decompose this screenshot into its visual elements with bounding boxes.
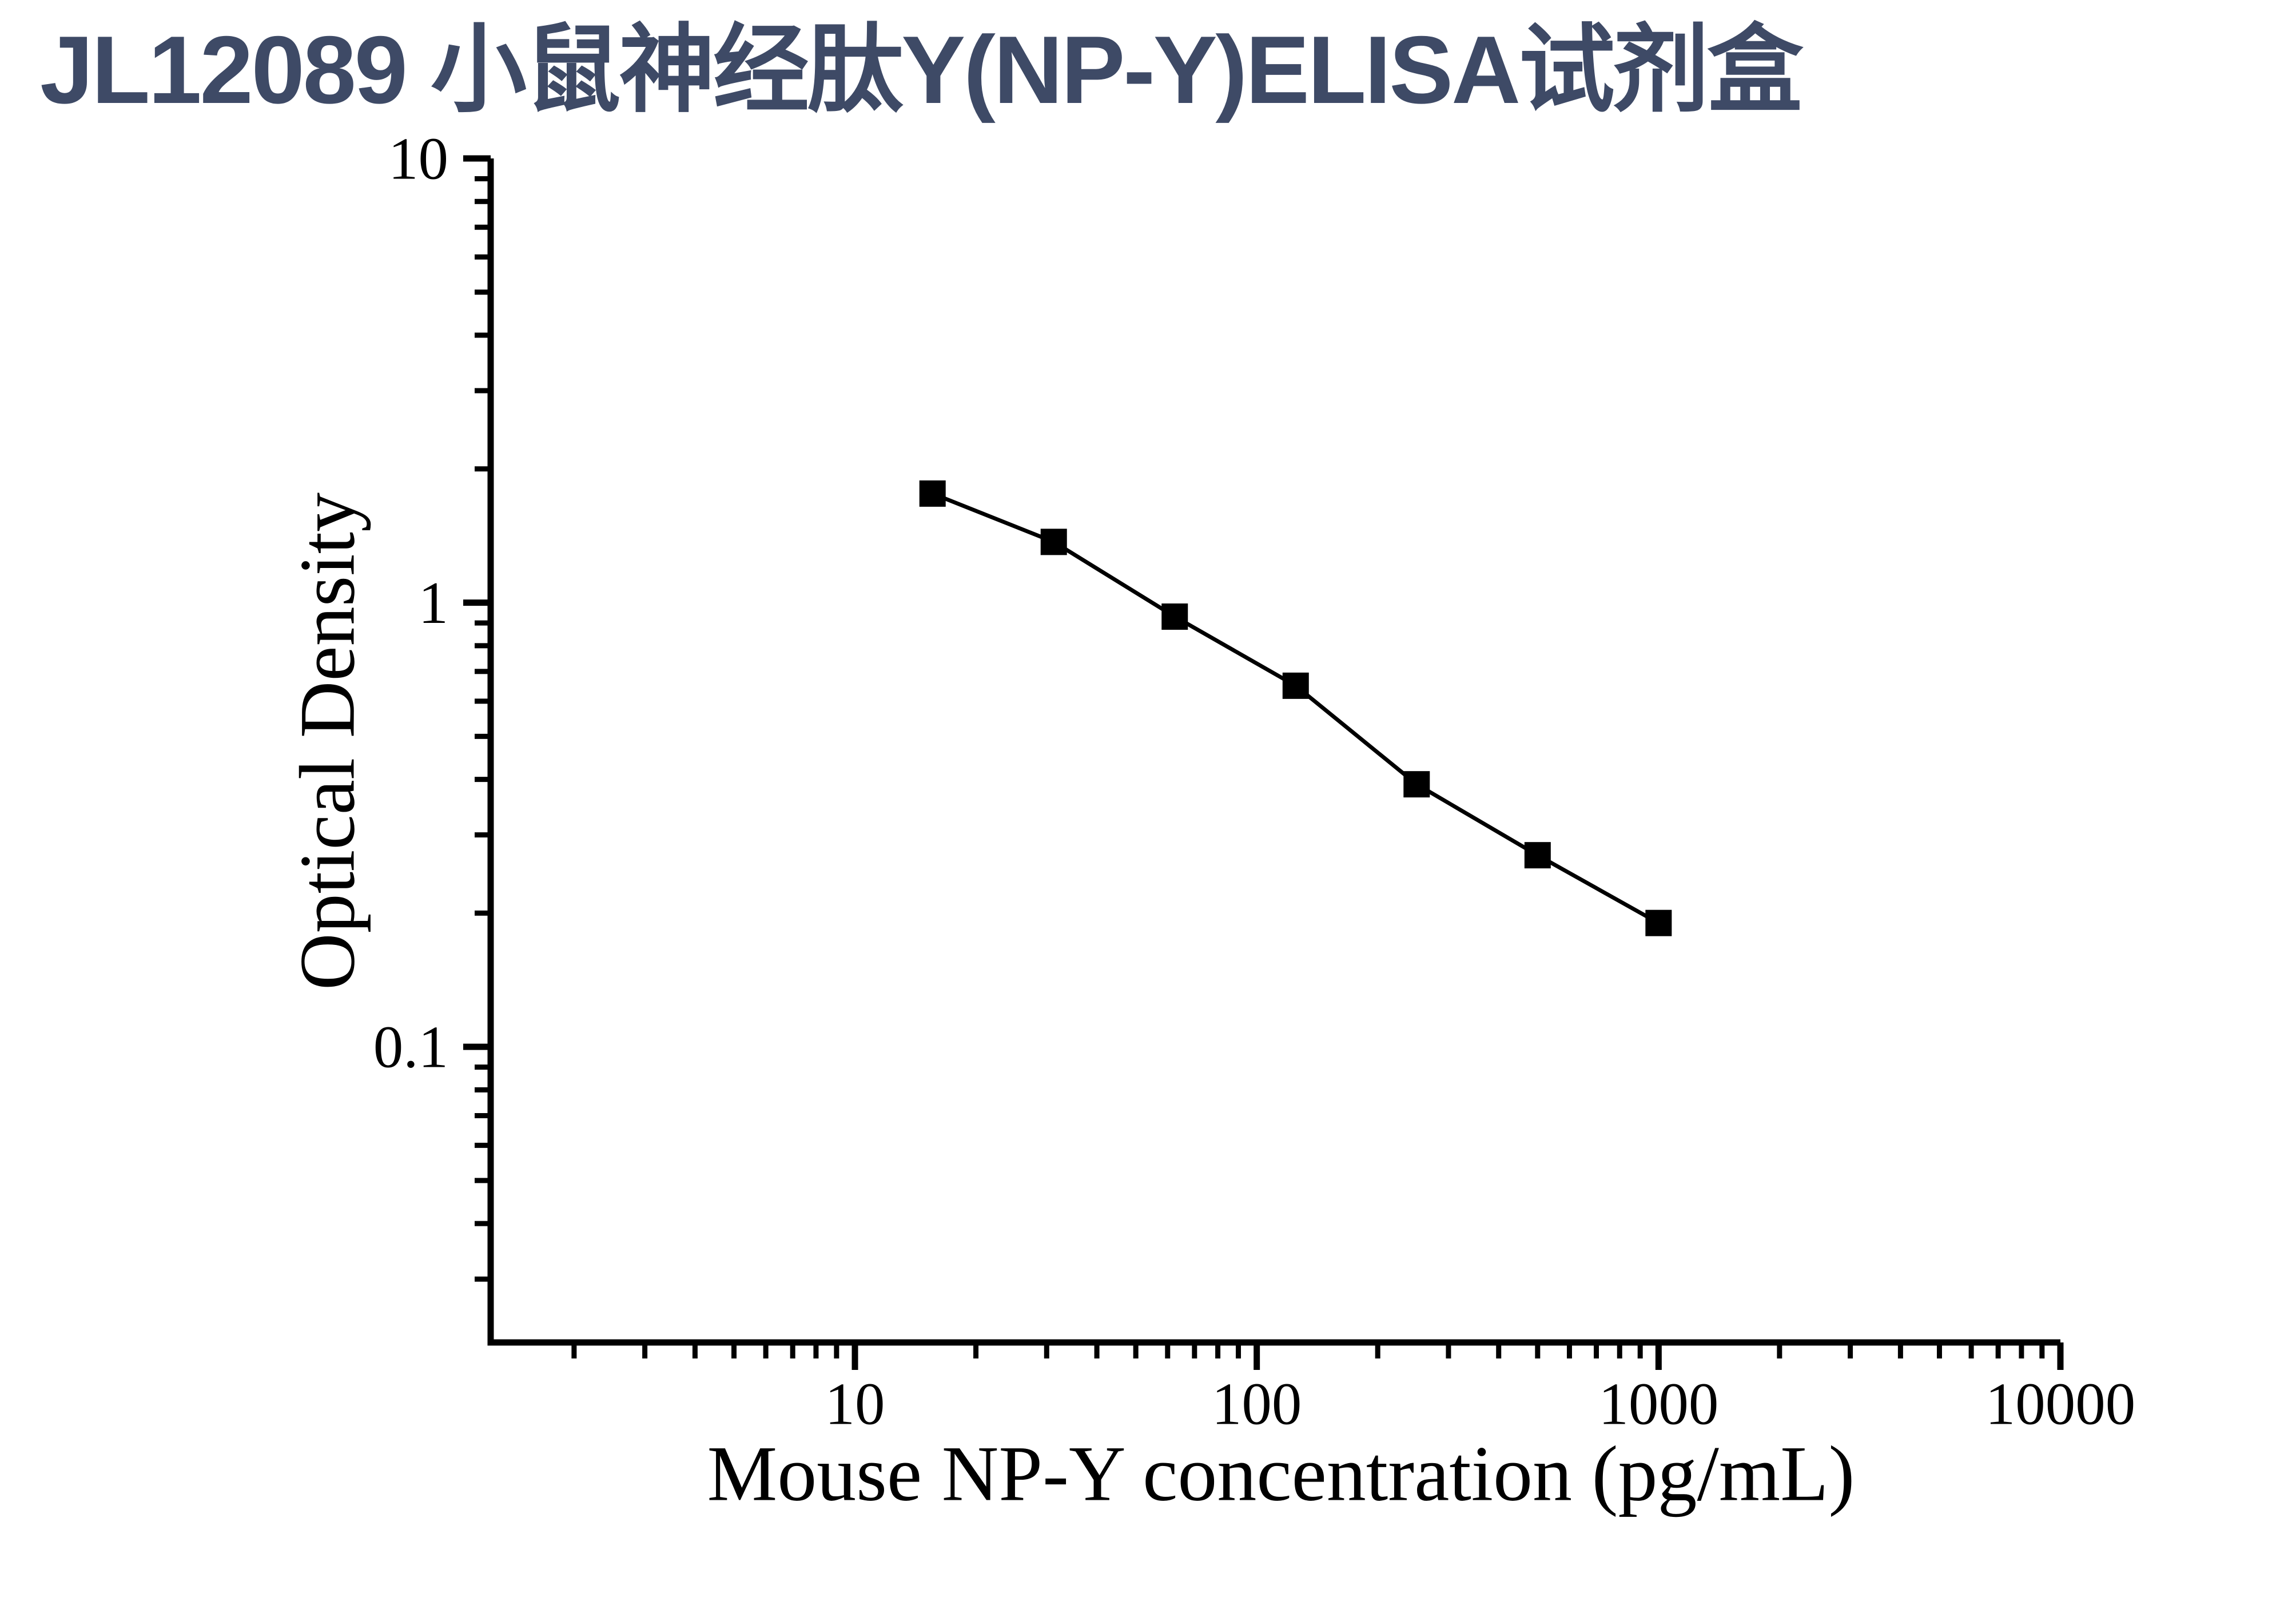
- x-tick-label: 10: [825, 1370, 885, 1437]
- axis-tick-labels: 10 100 1000 10000 10 1 0.1: [373, 125, 2136, 1437]
- data-point-marker: [1524, 842, 1551, 869]
- x-axis-label: Mouse NP-Y concentration (pg/mL): [707, 1430, 1855, 1517]
- axis-ticks: [463, 155, 2064, 1370]
- y-tick-label: 0.1: [373, 1014, 448, 1080]
- data-point-marker: [919, 480, 946, 507]
- x-tick-label: 1000: [1598, 1370, 1718, 1437]
- data-point-marker: [1161, 603, 1188, 630]
- y-axis-label: Optical Density: [284, 492, 371, 990]
- data-point-marker: [1403, 771, 1430, 798]
- axis-frame: [487, 158, 2060, 1346]
- y-tick-label: 1: [419, 569, 449, 636]
- data-point-marker: [1645, 909, 1672, 936]
- y-tick-label: 10: [388, 125, 448, 192]
- x-tick-label: 10000: [1985, 1370, 2136, 1437]
- data-series: [919, 480, 1672, 936]
- data-point-marker: [1282, 672, 1309, 699]
- data-point-marker: [1040, 529, 1067, 555]
- page-title: JL12089 小鼠神经肽Y(NP-Y)ELISA试剂盒: [40, 16, 1803, 124]
- axes: [487, 158, 2060, 1346]
- x-tick-label: 100: [1212, 1370, 1302, 1437]
